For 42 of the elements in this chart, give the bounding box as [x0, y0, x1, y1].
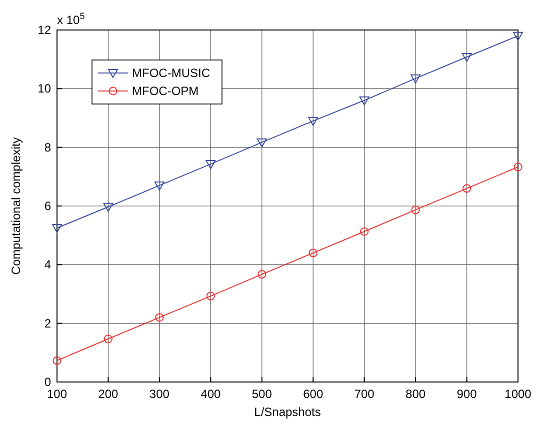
- x-tick-label: 300: [149, 387, 170, 401]
- point: [256, 138, 267, 148]
- x-tick-label: 100: [46, 387, 68, 401]
- point: [308, 248, 318, 258]
- point: [155, 313, 164, 322]
- x-tick-label: 1000: [504, 387, 532, 401]
- point: [103, 202, 114, 212]
- y-tick-label: 12: [38, 23, 52, 37]
- x-tick-label: 700: [354, 387, 375, 401]
- point: [410, 74, 421, 84]
- point: [258, 270, 266, 279]
- legend-label: MFOC-MUSIC: [132, 66, 210, 80]
- y-tick-label: 8: [44, 140, 52, 154]
- point: [206, 292, 215, 300]
- x-tick-label: 800: [406, 387, 426, 401]
- point: [52, 224, 62, 233]
- legend-label: MFOC-OPM: [132, 84, 199, 98]
- point: [514, 162, 522, 172]
- point: [462, 184, 472, 193]
- point: [104, 334, 113, 344]
- point: [52, 356, 62, 365]
- point: [206, 160, 216, 170]
- point: [411, 206, 420, 214]
- x-tick-label: 500: [252, 387, 272, 401]
- point: [360, 227, 369, 236]
- y-tick-label: 4: [44, 258, 52, 272]
- x-tick-label: 900: [456, 387, 478, 401]
- x-tick-label: 200: [98, 387, 119, 401]
- y-tick-label: 10: [38, 82, 52, 96]
- x-axis-title: L/Snapshots: [254, 405, 321, 419]
- y-axis-title: Computational complexity: [9, 137, 23, 275]
- point: [154, 181, 164, 190]
- x-tick-label: 600: [303, 387, 324, 401]
- point: [308, 116, 318, 126]
- point: [359, 96, 370, 106]
- x-tick-label: 400: [200, 387, 221, 401]
- text: x 10$^{5}$: [57, 11, 85, 27]
- y-tick-label: 2: [44, 316, 52, 330]
- point: [513, 32, 523, 41]
- y-tick-label: 6: [44, 199, 52, 213]
- y-tick-label: 0: [44, 375, 52, 389]
- point: [462, 52, 472, 62]
